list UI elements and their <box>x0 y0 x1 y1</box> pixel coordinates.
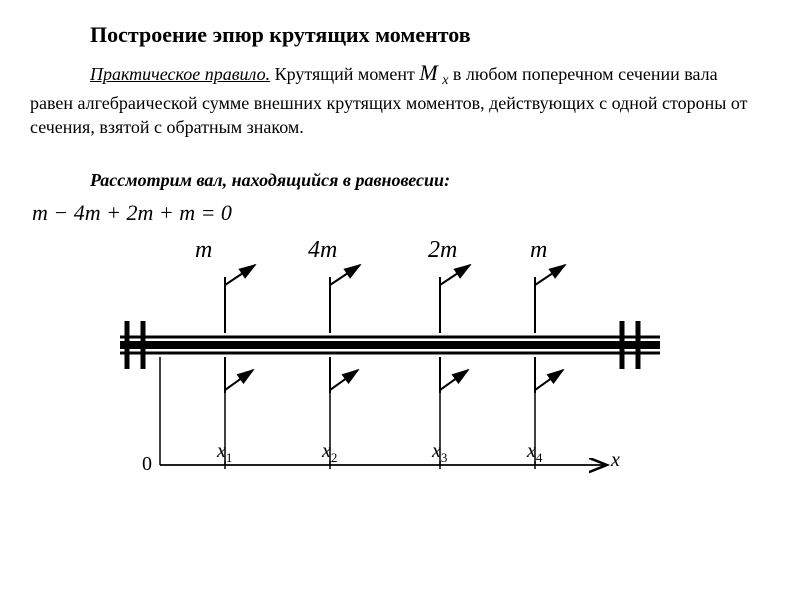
moment-label: m <box>195 237 212 264</box>
axis-origin-label: 0 <box>142 453 152 476</box>
rule-text-1: Крутящий момент <box>275 64 420 84</box>
axis-end-label: x <box>611 449 620 472</box>
axis-tick-label: x2 <box>322 440 337 466</box>
moment-label: 4m <box>308 237 337 264</box>
moment-symbol: M <box>419 60 437 85</box>
moment-label: 2m <box>428 237 457 264</box>
moment-label: m <box>530 237 547 264</box>
rule-prefix: Практическое правило. <box>90 64 270 84</box>
equilibrium-equation: m − 4m + 2m + m = 0 <box>32 200 232 226</box>
page-title: Построение эпюр крутящих моментов <box>90 22 471 48</box>
shaft-diagram: m 4m 2m m 0 x x1 x2 x3 x4 <box>0 230 800 550</box>
subheading: Рассмотрим вал, находящийся в равновесии… <box>90 170 450 191</box>
axis-tick-label: x3 <box>432 440 447 466</box>
axis-tick-label: x1 <box>217 440 232 466</box>
axis-tick-label: x4 <box>527 440 542 466</box>
moment-subscript: x <box>442 73 448 88</box>
diagram-svg <box>0 230 800 550</box>
rule-paragraph: Практическое правило. Крутящий момент M … <box>30 58 760 139</box>
